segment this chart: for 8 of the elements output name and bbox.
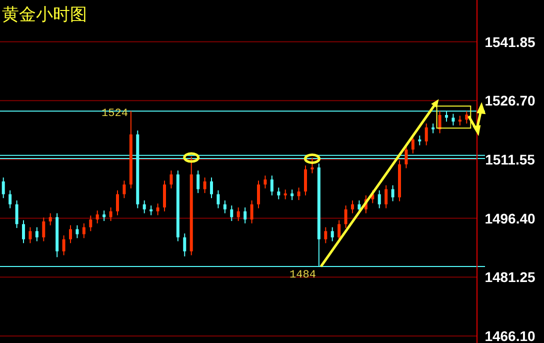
y-tick-label: 1466.10 (484, 328, 536, 343)
y-tick-label: 1511.55 (485, 151, 536, 168)
annotation: 1524 (102, 108, 128, 120)
y-tick-label: 1526.70 (484, 92, 536, 109)
y-tick-label: 1481.25 (484, 269, 536, 286)
chart-title: 黄金小时图 (2, 5, 87, 24)
y-tick-label: 1496.40 (484, 210, 536, 226)
y-tick-label: 1541.85 (484, 34, 536, 50)
